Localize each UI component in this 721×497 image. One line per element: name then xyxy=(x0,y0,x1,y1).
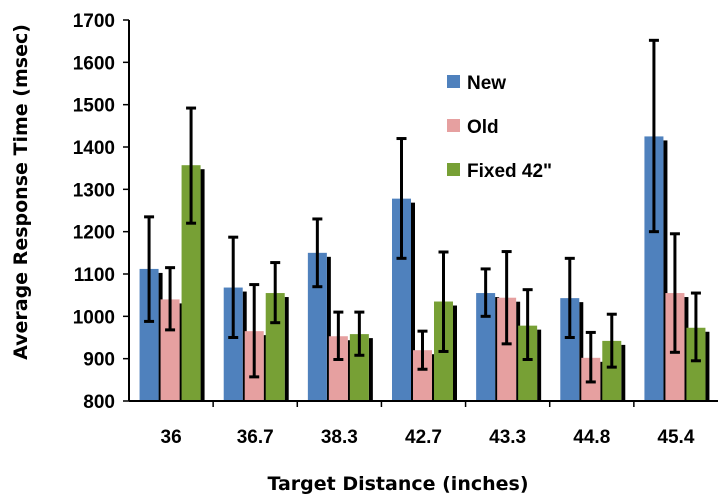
bar-fixed-42--45-4 xyxy=(686,327,706,401)
error-bar xyxy=(606,312,617,369)
bar-shadow xyxy=(621,344,626,401)
y-tick-label: 1000 xyxy=(73,307,115,328)
legend-entry: New xyxy=(447,73,506,94)
error-bar xyxy=(144,215,155,323)
legend-label: Fixed 42" xyxy=(467,161,552,182)
legend-label: New xyxy=(467,73,506,94)
bar-shadow xyxy=(368,338,373,401)
bar-shadow xyxy=(663,140,668,401)
y-tick-label: 1200 xyxy=(73,223,115,244)
y-axis-title: Average Response Time (msec) xyxy=(10,24,32,360)
bar-fixed-42--44-8 xyxy=(602,340,622,401)
x-axis-title: Target Distance (inches) xyxy=(267,473,528,495)
bar-old-43-3 xyxy=(497,297,517,401)
bar-old-42-7 xyxy=(413,350,432,401)
bar-fixed-42--36-7 xyxy=(265,293,285,401)
error-bar xyxy=(564,256,575,339)
legend-label: Old xyxy=(467,117,499,138)
x-tick-label: 44.8 xyxy=(573,427,610,448)
bar-new-36 xyxy=(139,268,159,401)
error-bar xyxy=(480,267,491,318)
legend-swatch xyxy=(447,163,460,176)
bar-shadow xyxy=(537,329,542,401)
y-tick-label: 900 xyxy=(83,350,115,371)
x-tick-label: 36.7 xyxy=(237,427,274,448)
error-bar xyxy=(165,266,176,332)
error-bar xyxy=(312,217,323,289)
legend-entry: Old xyxy=(447,117,499,138)
y-tick-label: 1600 xyxy=(73,53,115,74)
error-bar xyxy=(690,291,701,363)
bar-new-36-7 xyxy=(223,287,243,401)
bar-old-36 xyxy=(160,299,180,401)
x-tick-label: 38.3 xyxy=(321,427,358,448)
error-bar xyxy=(228,235,239,339)
bars-layer xyxy=(139,38,710,401)
error-bar xyxy=(438,250,449,353)
bar-shadow xyxy=(411,202,415,401)
error-bar xyxy=(270,261,281,325)
bar-old-38-3 xyxy=(328,336,348,401)
error-bar xyxy=(417,329,428,371)
bar-fixed-42--38-3 xyxy=(349,334,369,401)
legend: New Old Fixed 42" xyxy=(447,73,552,182)
error-bar xyxy=(585,330,596,384)
error-bar xyxy=(186,106,197,225)
bar-shadow xyxy=(453,305,457,401)
labels-layer: 36 36.7 38.3 42.7 43.3 44.8 45.4 800 900 1000 1100… xyxy=(73,11,695,448)
axes-layer xyxy=(123,19,718,407)
legend-entry: Fixed 42" xyxy=(447,161,552,182)
bar-shadow xyxy=(326,256,331,401)
bar-new-42-7 xyxy=(392,198,411,401)
bar-shadow xyxy=(284,297,289,401)
x-tick-label: 36 xyxy=(161,427,182,448)
error-bar xyxy=(522,288,533,362)
x-tick-label: 45.4 xyxy=(657,427,694,448)
error-bar xyxy=(333,310,344,362)
bar-shadow xyxy=(705,331,710,401)
bar-fixed-42--43-3 xyxy=(518,325,538,401)
error-bar xyxy=(249,283,260,379)
y-tick-label: 1500 xyxy=(73,96,115,117)
bar-new-43-3 xyxy=(476,293,496,401)
bar-shadow xyxy=(579,302,584,401)
y-tick-label: 1100 xyxy=(74,265,115,286)
error-bar xyxy=(669,232,680,354)
error-bar xyxy=(648,38,659,234)
error-bar xyxy=(396,137,407,260)
x-tick-label: 42.7 xyxy=(405,427,442,448)
x-tick-label: 43.3 xyxy=(489,427,526,448)
bar-new-44-8 xyxy=(560,298,580,401)
y-tick-label: 800 xyxy=(83,392,115,413)
y-tick-label: 1700 xyxy=(73,11,115,32)
bar-shadow xyxy=(200,169,205,401)
error-bar xyxy=(501,250,512,346)
y-tick-label: 1400 xyxy=(73,138,115,159)
legend-swatch xyxy=(447,75,460,88)
bar-new-38-3 xyxy=(307,252,327,401)
error-bar xyxy=(354,310,365,357)
legend-swatch xyxy=(447,119,460,132)
y-tick-label: 1300 xyxy=(73,180,115,201)
bar-new-45-4 xyxy=(644,136,664,401)
